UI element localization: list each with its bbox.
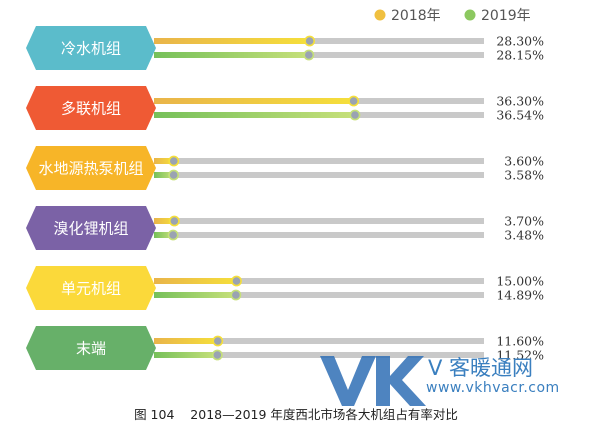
value-label: 15.00% [496, 274, 544, 289]
value-label: 11.52% [496, 348, 544, 363]
bar-2018年 [154, 338, 218, 344]
bar-2019年 [154, 112, 355, 118]
category-label: 多联机组 [61, 100, 121, 118]
legend-marker-2018年 [374, 9, 386, 21]
bar-2019年 [154, 172, 174, 178]
bar-end-marker [211, 349, 223, 361]
legend-marker-2019年 [464, 9, 476, 21]
value-label: 11.60% [496, 334, 544, 349]
chart-row: 单元机组 15.00%14.89% [26, 266, 544, 310]
value-label: 28.15% [496, 48, 544, 63]
chart-row: 多联机组 36.30%36.54% [26, 86, 544, 130]
bar-track [154, 158, 484, 164]
category-label: 水地源热泵机组 [38, 160, 143, 178]
bar-2019年 [154, 232, 174, 238]
value-label: 3.60% [504, 154, 544, 169]
bar-track [154, 172, 484, 178]
chart-row: 水地源热泵机组 3.60%3.58% [26, 146, 544, 190]
category-label: 单元机组 [61, 280, 121, 298]
bar-2018年 [154, 98, 354, 104]
bar-track [154, 278, 484, 284]
chart-legend: 2018年 2019年 [374, 8, 531, 24]
value-label: 28.30% [496, 34, 544, 49]
bar-track [154, 218, 484, 224]
category-badge [26, 326, 156, 370]
chart-rows: 冷水机组 28.30%28.15% 多联机组 36.30%36.54% 水地源热泵机组 3… [26, 26, 544, 370]
bar-end-marker [168, 169, 180, 181]
bar-track [154, 52, 484, 58]
bar-end-marker [349, 109, 361, 121]
bar-end-marker [167, 229, 179, 241]
category-label: 末端 [76, 340, 106, 358]
watermark-url: www.vkhvacr.com [426, 380, 560, 396]
legend-label: 2019年 [481, 8, 531, 24]
category-label: 溴化锂机组 [53, 220, 128, 238]
bar-track [154, 352, 484, 358]
bar-end-marker [348, 95, 360, 107]
bar-2018年 [154, 278, 237, 284]
category-badge [26, 266, 156, 310]
watermark: V 客暖通网 www.vkhvacr.com [318, 352, 590, 408]
value-label: 3.48% [504, 228, 544, 243]
category-badge [26, 26, 156, 70]
bar-end-marker [168, 215, 180, 227]
legend-label: 2018年 [391, 8, 441, 24]
value-label: 36.54% [496, 108, 544, 123]
category-label: 冷水机组 [61, 40, 121, 58]
value-label: 3.70% [504, 214, 544, 229]
chart-row: 冷水机组 28.30%28.15% [26, 26, 544, 70]
bar-track [154, 232, 484, 238]
bar-2018年 [154, 158, 174, 164]
vk-logo-icon [320, 356, 426, 406]
bar-end-marker [230, 289, 242, 301]
value-label: 14.89% [496, 288, 544, 303]
bar-end-marker [303, 49, 315, 61]
bar-track [154, 38, 484, 44]
chart-row: 末端 11.60%11.52% [26, 326, 544, 370]
bar-end-marker [231, 275, 242, 287]
chart-row: 溴化锂机组 3.70%3.48% [26, 206, 544, 250]
bar-2019年 [154, 292, 236, 298]
bar-2018年 [154, 38, 310, 44]
figure-caption: 图 104 2018—2019 年度西北市场各大机组占有率对比 [134, 407, 458, 422]
value-label: 36.30% [496, 94, 544, 109]
bar-2018年 [154, 218, 175, 224]
category-badge [26, 146, 156, 190]
bar-end-marker [304, 35, 316, 47]
value-label: 3.58% [504, 168, 544, 183]
bar-end-marker [168, 155, 180, 167]
category-badge [26, 86, 156, 130]
bar-track [154, 338, 484, 344]
category-badge [26, 206, 156, 250]
watermark-text: V 客暖通网 [428, 356, 534, 380]
bar-end-marker [212, 335, 224, 347]
bar-track [154, 292, 484, 298]
bar-2019年 [154, 352, 218, 358]
bar-2019年 [154, 52, 309, 58]
